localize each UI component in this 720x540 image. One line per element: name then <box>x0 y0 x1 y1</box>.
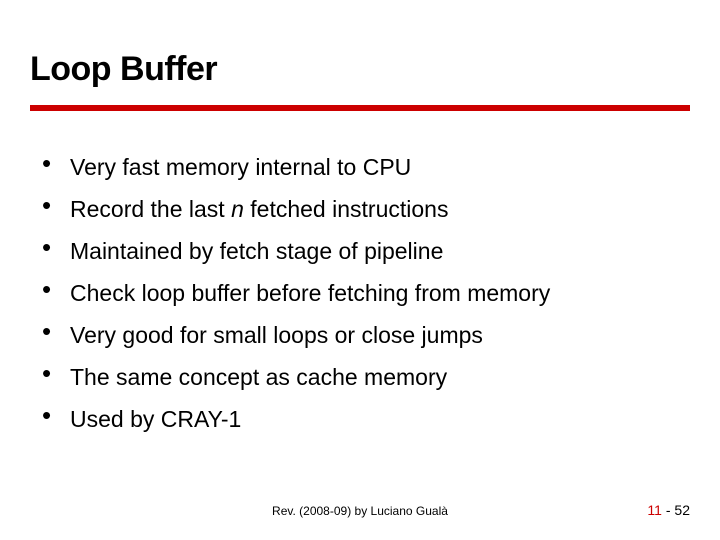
list-item: Very fast memory internal to CPU <box>42 150 680 184</box>
bullet-text: Check loop buffer before fetching from m… <box>70 280 550 306</box>
bullet-text-prefix: Record the last <box>70 196 231 222</box>
bullet-text-suffix: fetched instructions <box>244 196 449 222</box>
page-number: 52 <box>674 502 690 518</box>
page-chapter: 11 <box>647 502 662 518</box>
bullet-text: Very fast memory internal to CPU <box>70 154 411 180</box>
bullet-text: Very good for small loops or close jumps <box>70 322 483 348</box>
footer-revision: Rev. (2008-09) by Luciano Gualà <box>0 504 720 518</box>
bullet-list: Very fast memory internal to CPU Record … <box>42 150 680 444</box>
list-item: The same concept as cache memory <box>42 360 680 394</box>
bullet-text-italic: n <box>231 196 244 222</box>
bullet-text: The same concept as cache memory <box>70 364 447 390</box>
list-item: Used by CRAY-1 <box>42 402 680 436</box>
page-sep: - <box>662 502 674 518</box>
list-item: Check loop buffer before fetching from m… <box>42 276 680 310</box>
footer-page: 11 - 52 <box>647 502 690 518</box>
bullet-text: Used by CRAY-1 <box>70 406 241 432</box>
list-item: Record the last n fetched instructions <box>42 192 680 226</box>
list-item: Maintained by fetch stage of pipeline <box>42 234 680 268</box>
slide-title: Loop Buffer <box>30 50 217 89</box>
list-item: Very good for small loops or close jumps <box>42 318 680 352</box>
bullet-text: Maintained by fetch stage of pipeline <box>70 238 443 264</box>
title-underline <box>30 105 690 111</box>
slide: Loop Buffer Very fast memory internal to… <box>0 0 720 540</box>
